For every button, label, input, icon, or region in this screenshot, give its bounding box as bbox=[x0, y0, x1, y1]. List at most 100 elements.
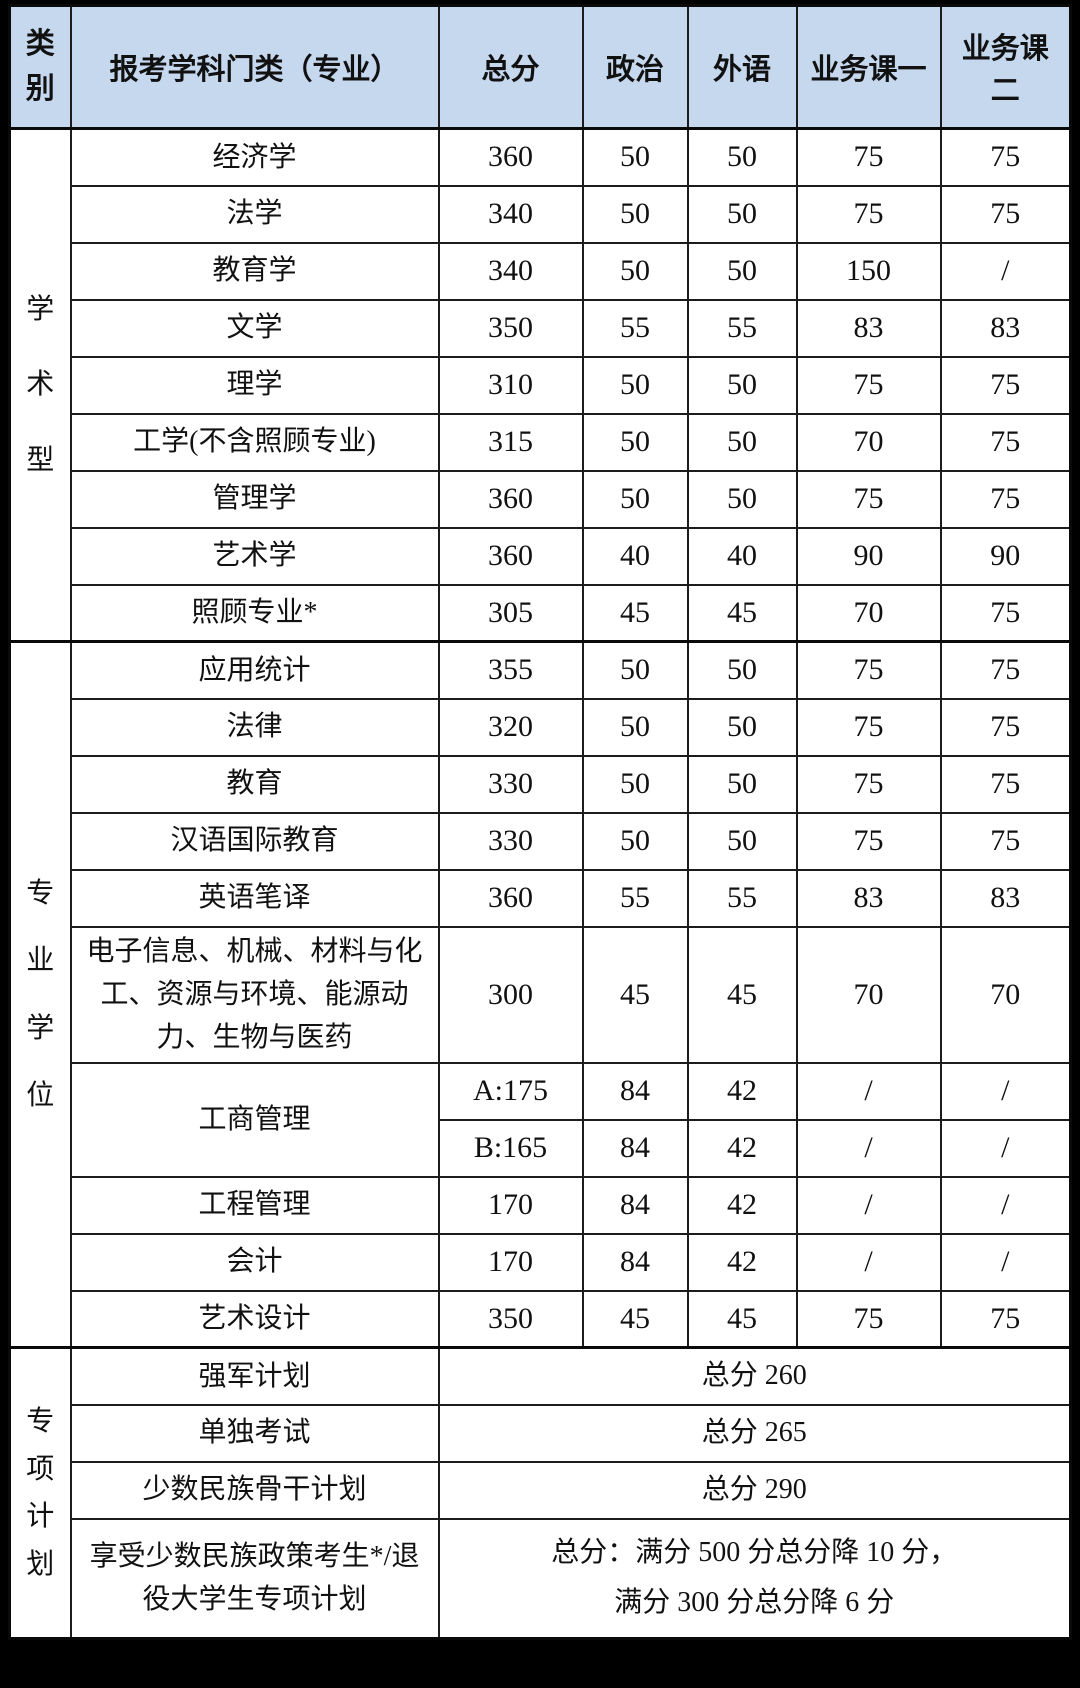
table-row: 艺术设计 350 45 45 75 75 bbox=[10, 1289, 1072, 1349]
score-cell: 84 bbox=[581, 1061, 689, 1121]
score-cell: 45 bbox=[686, 1289, 798, 1349]
major-cell: 会计 bbox=[69, 1232, 440, 1292]
score-cell: 84 bbox=[581, 1175, 689, 1235]
score-cell: 170 bbox=[437, 1175, 584, 1235]
score-cell: 55 bbox=[686, 298, 798, 358]
table-row: 教育 330 50 50 75 75 bbox=[10, 754, 1072, 814]
score-cell: 42 bbox=[686, 1118, 798, 1178]
score-cell: 315 bbox=[437, 412, 584, 472]
score-cell: 50 bbox=[686, 640, 798, 700]
table-row: 工商管理 A:175 84 42// bbox=[10, 1061, 1072, 1178]
score-table-frame: 类别 报考学科门类（专业） 总分 政治 外语 业务课一 业务课二 学术型 经济学 3… bbox=[8, 4, 1072, 1641]
score-cell: 83 bbox=[795, 868, 942, 928]
score-cell: 75 bbox=[795, 184, 942, 244]
score-cell: 75 bbox=[795, 355, 942, 415]
major-cell: 少数民族骨干计划 bbox=[69, 1460, 440, 1520]
score-cell: 50 bbox=[686, 184, 798, 244]
score-cell: 45 bbox=[581, 583, 689, 643]
score-cell: 75 bbox=[939, 1289, 1072, 1349]
header-cell-course1: 业务课一 bbox=[795, 4, 942, 130]
header-cell-politics: 政治 bbox=[581, 4, 689, 130]
score-cell: 75 bbox=[795, 754, 942, 814]
score-cell: 70 bbox=[939, 925, 1072, 1064]
table-row: 法律 320 50 50 75 75 bbox=[10, 697, 1072, 757]
score-cell: / bbox=[939, 241, 1072, 301]
score-cell: 310 bbox=[437, 355, 584, 415]
score-cell: 320 bbox=[437, 697, 584, 757]
score-cell: 170 bbox=[437, 1232, 584, 1292]
major-cell: 理学 bbox=[69, 355, 440, 415]
major-cell: 法学 bbox=[69, 184, 440, 244]
score-cell: 75 bbox=[939, 184, 1072, 244]
score-cell: 55 bbox=[581, 868, 689, 928]
score-cell: 350 bbox=[437, 1289, 584, 1349]
table-row: 汉语国际教育 330 50 50 75 75 bbox=[10, 811, 1072, 871]
score-cell: 330 bbox=[437, 754, 584, 814]
score-cell: 360 bbox=[437, 868, 584, 928]
score-cell: 50 bbox=[581, 469, 689, 529]
score-cell: 90 bbox=[939, 526, 1072, 586]
score-cell: 355 bbox=[437, 640, 584, 700]
merged-score-cell: 总分 290 bbox=[437, 1460, 1072, 1520]
score-cell: 83 bbox=[939, 868, 1072, 928]
score-cell: 75 bbox=[939, 469, 1072, 529]
major-cell: 管理学 bbox=[69, 469, 440, 529]
table-row: 工学(不含照顾专业) 315 50 50 70 75 bbox=[10, 412, 1072, 472]
score-cell: 40 bbox=[581, 526, 689, 586]
category-label: 专业学位 bbox=[26, 878, 55, 1111]
table-row: 英语笔译 360 55 55 83 83 bbox=[10, 868, 1072, 928]
score-cell: 45 bbox=[581, 925, 689, 1064]
score-cell: 360 bbox=[437, 469, 584, 529]
score-cell: 360 bbox=[437, 526, 584, 586]
major-cell: 汉语国际教育 bbox=[69, 811, 440, 871]
score-cell: 340 bbox=[437, 241, 584, 301]
header-cell-course2: 业务课二 bbox=[939, 4, 1072, 130]
score-cell: 50 bbox=[581, 754, 689, 814]
header-row: 类别 报考学科门类（专业） 总分 政治 外语 业务课一 业务课二 bbox=[8, 4, 1072, 130]
table-row: 工程管理 170 84 42// bbox=[10, 1175, 1072, 1235]
major-cell: 法律 bbox=[69, 697, 440, 757]
score-cell: 300 bbox=[437, 925, 584, 1064]
score-cell: A:175 bbox=[437, 1061, 584, 1121]
table-row: 专项计划 强军计划 总分 260 bbox=[8, 1346, 1072, 1640]
score-cell: 75 bbox=[939, 640, 1072, 700]
score-cell: 75 bbox=[795, 811, 942, 871]
major-cell: 教育 bbox=[69, 754, 440, 814]
score-cell: 50 bbox=[581, 184, 689, 244]
table-row: 法学 340 50 50 75 75 bbox=[10, 184, 1072, 244]
score-cell: 90 bbox=[795, 526, 942, 586]
table-row: 文学 350 55 55 83 83 bbox=[10, 298, 1072, 358]
major-cell: 文学 bbox=[69, 298, 440, 358]
score-cell: 50 bbox=[686, 811, 798, 871]
score-cell: 75 bbox=[939, 127, 1072, 187]
category-label: 专项计划 bbox=[26, 1405, 55, 1580]
score-cell: / bbox=[939, 1175, 1072, 1235]
table-row: 专业学位 应用统计 355 50 50 75 75 bbox=[8, 639, 1072, 1349]
table-row: B:165 84 42// bbox=[10, 1118, 1072, 1178]
table-body: 学术型 经济学 360 50 50 75 75 法学 340 50 50 75 75 教育学 340 50 50… bbox=[8, 127, 1072, 1640]
merged-score-cell: 总分：满分 500 分总分降 10 分， 满分 300 分总分降 6 分 bbox=[437, 1517, 1072, 1640]
table-row: 理学 310 50 50 75 75 bbox=[10, 355, 1072, 415]
score-cell: 305 bbox=[437, 583, 584, 643]
score-cell: 70 bbox=[795, 412, 942, 472]
score-cell: 50 bbox=[581, 697, 689, 757]
major-cell: 工商管理 bbox=[69, 1061, 440, 1178]
score-cell: / bbox=[795, 1118, 942, 1178]
score-cell: 70 bbox=[795, 583, 942, 643]
score-cell: 50 bbox=[581, 640, 689, 700]
table-row: 教育学 340 50 50 150/ bbox=[10, 241, 1072, 301]
merged-score-cell: 总分 260 bbox=[437, 1346, 1072, 1406]
score-cell: 360 bbox=[437, 127, 584, 187]
header-cell-foreign-language: 外语 bbox=[686, 4, 798, 130]
score-cell: / bbox=[795, 1232, 942, 1292]
category-cell: 专业学位 bbox=[8, 639, 72, 1349]
category-cell: 专项计划 bbox=[8, 1346, 72, 1640]
score-cell: 150 bbox=[795, 241, 942, 301]
score-cell: 50 bbox=[581, 811, 689, 871]
major-cell: 享受少数民族政策考生*/退役大学生专项计划 bbox=[69, 1517, 440, 1640]
score-cell: 75 bbox=[939, 754, 1072, 814]
score-cell: B:165 bbox=[437, 1118, 584, 1178]
score-cell: 83 bbox=[795, 298, 942, 358]
score-cell: 75 bbox=[939, 583, 1072, 643]
header-cell-major: 报考学科门类（专业） bbox=[69, 4, 440, 130]
